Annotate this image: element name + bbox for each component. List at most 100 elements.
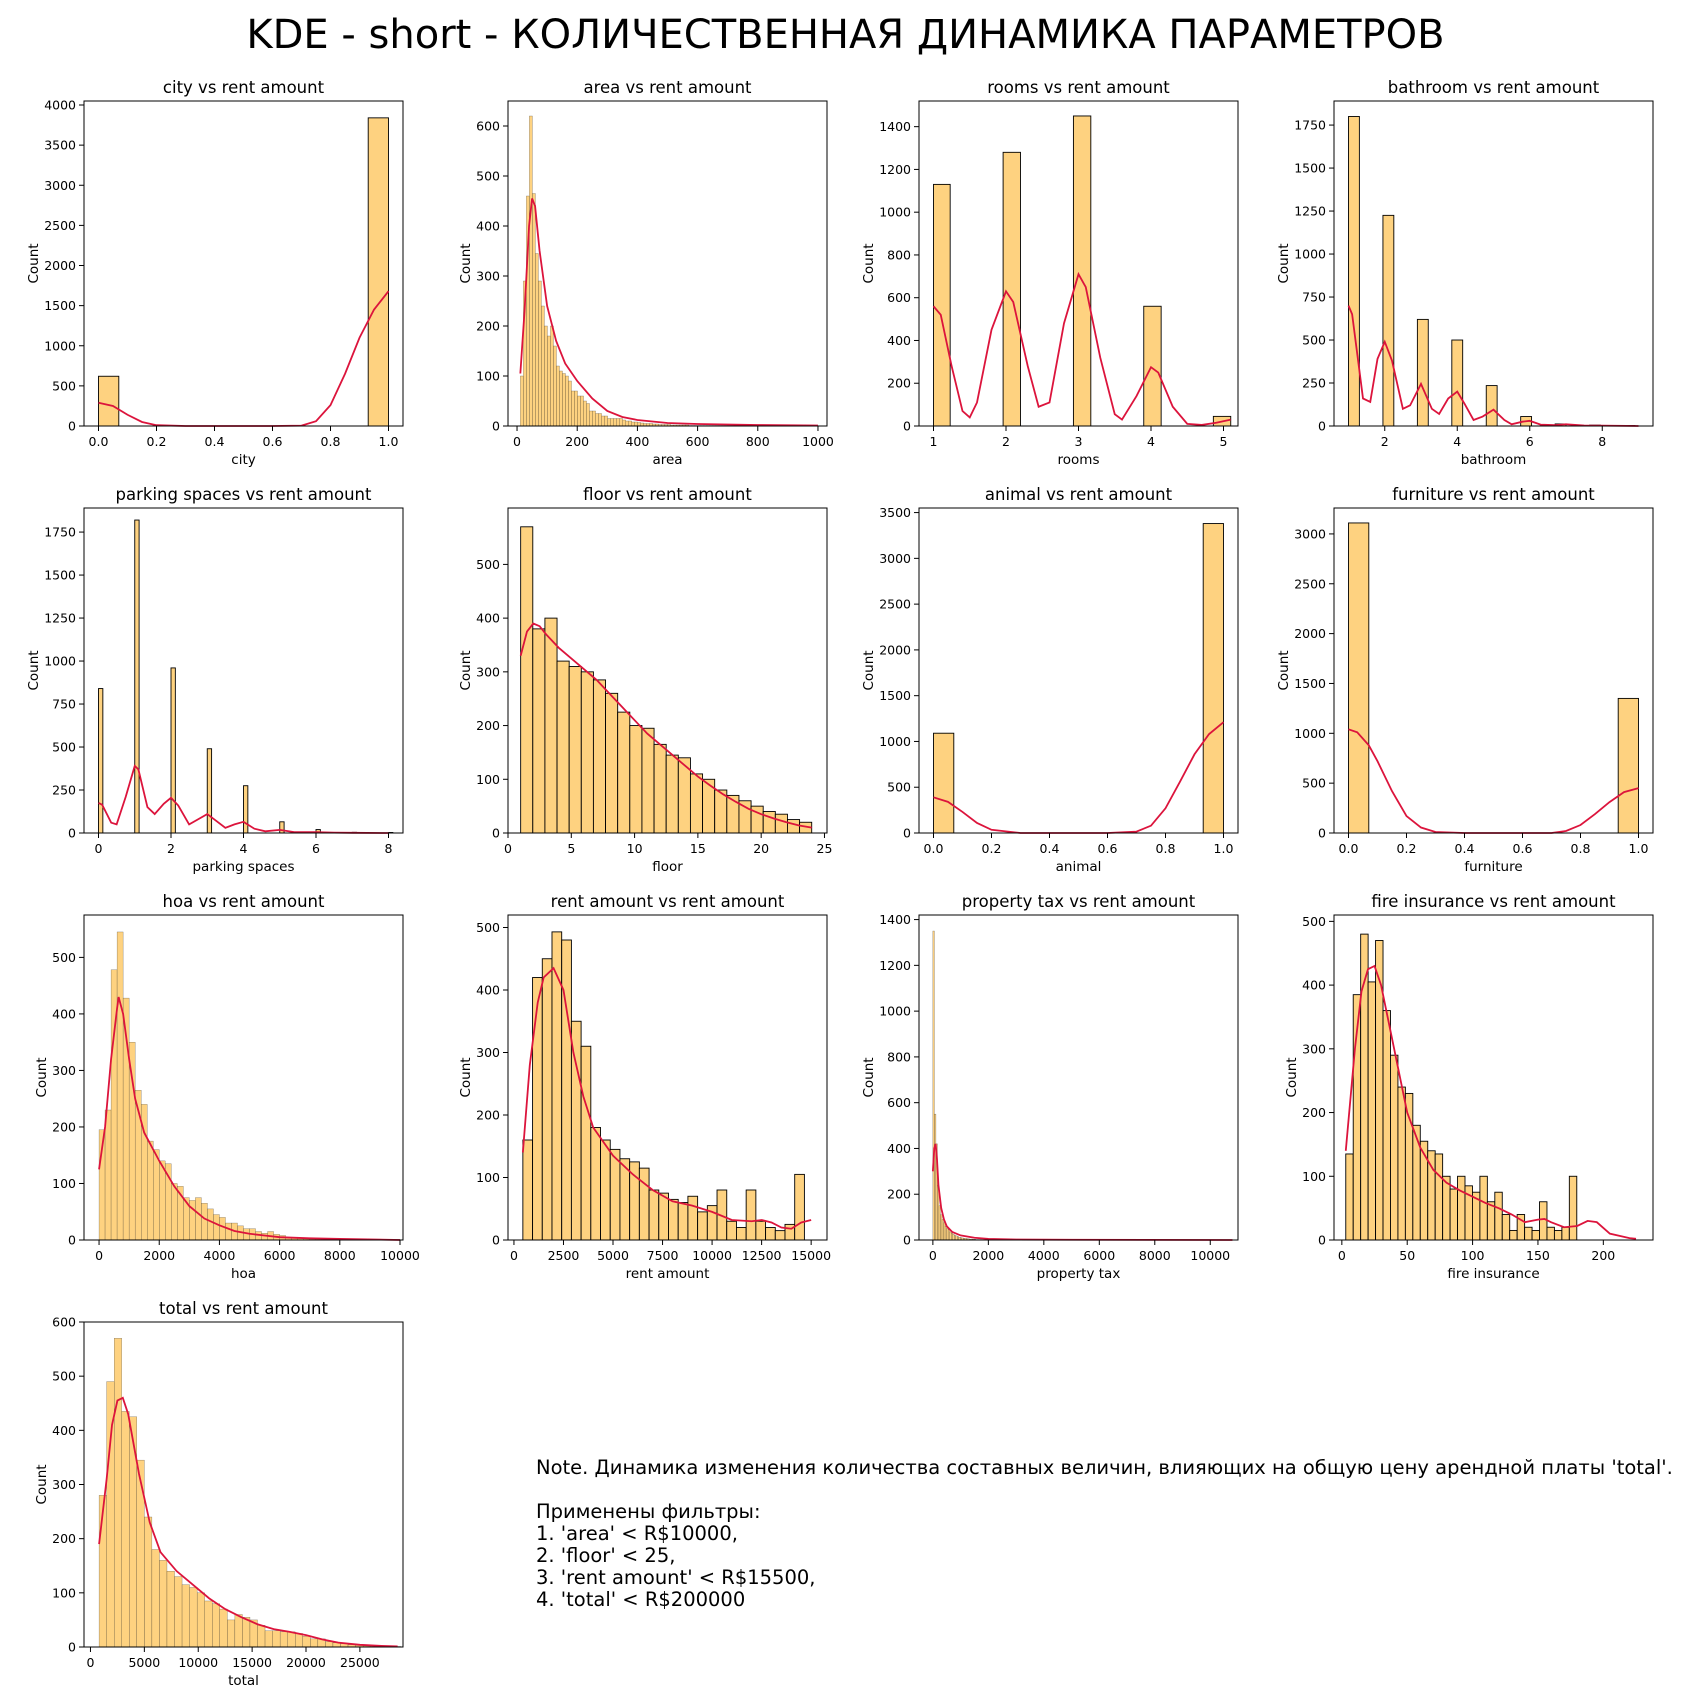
histogram-bar [583, 400, 587, 427]
x-tick-label: 6000 [264, 1248, 296, 1263]
histogram-bar [617, 711, 631, 834]
x-axis-label: fire insurance [1447, 1266, 1539, 1282]
x-tick-label: 0 [95, 841, 103, 856]
axes-frame [1333, 100, 1654, 427]
note-text: Note. Динамика изменения количества сост… [536, 1457, 1673, 1611]
histogram-bar [1143, 305, 1162, 427]
x-tick-label: 0.0 [89, 434, 109, 449]
y-tick-label: 400 [476, 611, 500, 626]
x-tick-label: 0 [1338, 1248, 1346, 1263]
histogram-bar [159, 1560, 168, 1648]
x-tick-label: 0.4 [205, 434, 225, 449]
histogram-bar [1382, 1010, 1391, 1241]
x-tick-label: 4 [1147, 434, 1155, 449]
y-tick-label: 2000 [44, 258, 76, 273]
y-tick-label: 3000 [44, 178, 76, 193]
histogram-bar [544, 617, 558, 834]
x-tick-label: 4000 [204, 1248, 236, 1263]
histogram-bar [538, 280, 542, 427]
histogram-bar [774, 813, 788, 834]
histogram-bar [520, 375, 524, 427]
x-axis-label: hoa [231, 1266, 256, 1282]
y-tick-label: 1750 [1294, 118, 1326, 133]
y-axis-label: Count [861, 243, 877, 283]
histogram-bar [1501, 1214, 1511, 1241]
x-axis-label: rent amount [626, 1266, 710, 1282]
x-axis-label: rooms [1058, 452, 1100, 468]
histogram-bar [946, 1228, 949, 1241]
y-tick-label: 500 [52, 950, 76, 965]
x-tick-label: 10 [627, 841, 643, 856]
kde-line [519, 198, 818, 427]
histogram-bar [658, 1192, 669, 1241]
x-tick-label: 10000 [1190, 1248, 1230, 1263]
y-tick-label: 800 [887, 247, 911, 262]
histogram-bar [637, 422, 641, 427]
subplot-1: 0.0 0.2 0.4 0.6 0.8 1.0 0 500 1000 1500 2000 2500 30… [26, 78, 404, 468]
histogram-bar [302, 1635, 311, 1648]
y-tick-label: 2500 [44, 218, 76, 233]
histogram-bar [559, 370, 563, 427]
subplot-5: 0 2 4 6 8 0 250 500 750 1000 1250 1500 1750 parking s… [26, 485, 404, 875]
x-tick-label: 5000 [128, 1655, 160, 1670]
y-axis-label: Count [861, 1057, 877, 1097]
histogram-bar [562, 373, 566, 427]
subplot-6: 0 5 10 15 20 25 0 100 200 300 400 500 floor vs rent … [458, 485, 832, 875]
subplot-title: animal vs rent amount [985, 485, 1173, 504]
histogram-bar [592, 679, 606, 834]
y-axis-label: Count [1284, 1057, 1300, 1097]
histogram-bar [745, 1189, 757, 1241]
subplot-title: rent amount vs rent amount [551, 892, 785, 911]
histogram-bar [219, 1608, 228, 1648]
histogram-bar [189, 1587, 198, 1648]
x-tick-label: 150 [1526, 1248, 1550, 1263]
subplot-title: furniture vs rent amount [1392, 485, 1595, 504]
x-tick-label: 4 [1453, 434, 1461, 449]
x-tick-label: 4 [240, 841, 248, 856]
histogram-bar [580, 395, 584, 427]
x-tick-label: 15000 [232, 1655, 272, 1670]
y-tick-label: 400 [52, 1423, 76, 1438]
histogram-bar [631, 421, 635, 427]
kde-line [1348, 728, 1639, 834]
y-tick-label: 500 [476, 169, 500, 184]
histogram-bar [600, 1139, 611, 1241]
y-tick-label: 300 [476, 269, 500, 284]
histogram-bar [207, 1208, 214, 1241]
y-tick-label: 500 [887, 780, 911, 795]
y-tick-label: 0 [1318, 826, 1326, 841]
x-tick-label: 2000 [972, 1248, 1004, 1263]
y-tick-label: 500 [1302, 914, 1326, 929]
histogram-bar [648, 1189, 660, 1241]
histogram-bar [196, 1592, 205, 1648]
histogram-bar [607, 418, 611, 427]
histogram-bar [166, 1570, 175, 1648]
histogram-bar [98, 375, 120, 427]
x-tick-label: 0.8 [321, 434, 341, 449]
y-axis-label: Count [1276, 650, 1292, 690]
histogram-bar [598, 413, 602, 427]
histogram-bar [1457, 1175, 1466, 1241]
histogram-bar [604, 415, 608, 427]
y-tick-label: 400 [476, 219, 500, 234]
y-tick-label: 600 [887, 290, 911, 305]
y-tick-label: 500 [476, 557, 500, 572]
x-tick-label: 2 [1002, 434, 1010, 449]
x-tick-label: 400 [625, 434, 649, 449]
y-tick-label: 300 [1302, 1041, 1326, 1056]
x-tick-label: 8000 [324, 1248, 356, 1263]
y-tick-label: 1000 [44, 338, 76, 353]
histogram-bar [1509, 1229, 1518, 1241]
histogram-bar [622, 419, 626, 427]
histogram-bar [204, 1600, 213, 1648]
histogram-bar [952, 1234, 955, 1241]
y-tick-label: 1400 [879, 912, 911, 927]
note-line: Note. Динамика изменения количества сост… [536, 1456, 1673, 1479]
histogram-bar [954, 1235, 956, 1241]
histogram-bar [159, 1160, 166, 1241]
y-tick-label: 0 [1318, 1233, 1326, 1248]
y-tick-label: 3000 [879, 551, 911, 566]
y-axis-label: Count [861, 650, 877, 690]
y-tick-label: 0 [492, 826, 500, 841]
histogram-bar [116, 931, 124, 1241]
